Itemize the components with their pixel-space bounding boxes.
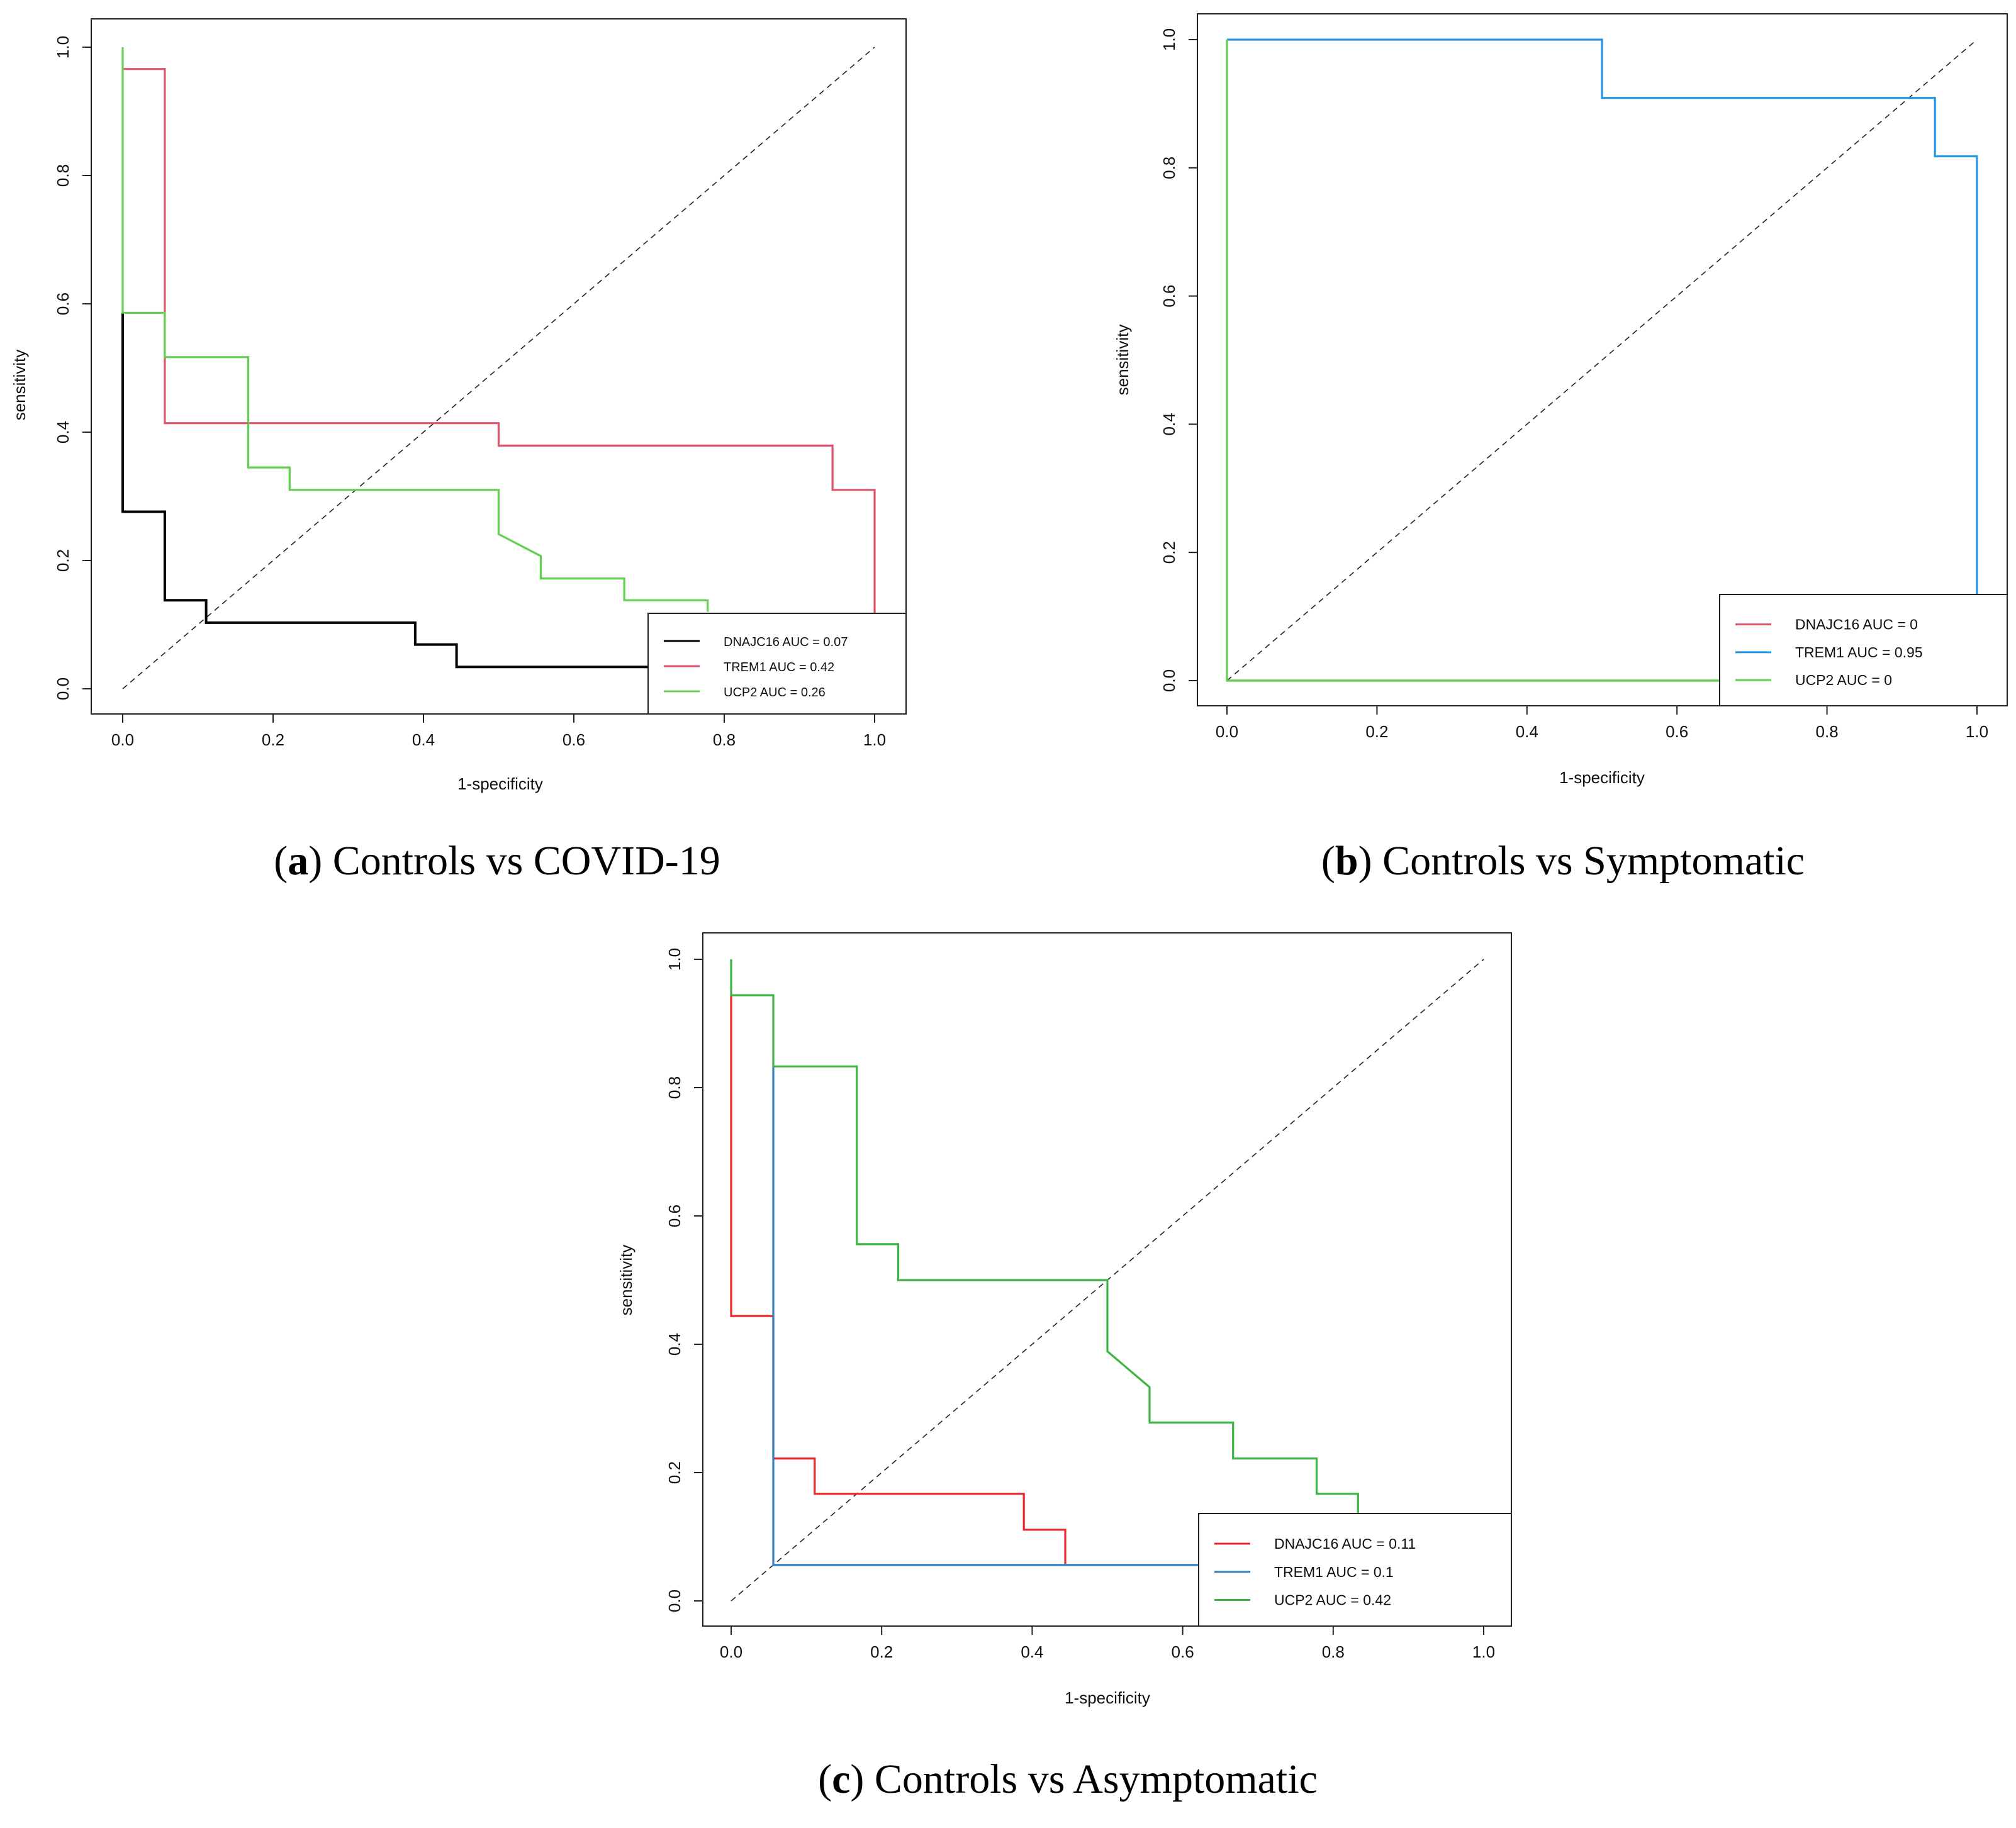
roc-curve-ucp2 — [121, 47, 709, 612]
x-axis: 0.0 0.2 0.4 0.6 0.8 1.0 — [720, 1625, 1495, 1661]
caption-label: c — [832, 1756, 850, 1802]
y-tick-label: 0.4 — [53, 421, 72, 443]
legend-label-ucp2: UCP2 AUC = 0 — [1795, 672, 1892, 688]
chart-panel-c: 0.0 0.2 0.4 0.6 0.8 1.0 0.0 0.2 0.4 0.6 0.8 1.0 1-sp… — [617, 932, 1512, 1802]
x-tick-label: 0.8 — [1322, 1642, 1345, 1661]
y-tick-label: 0.8 — [665, 1076, 684, 1099]
x-tick-label: 0.4 — [1021, 1642, 1043, 1661]
legend-box — [1198, 1513, 1512, 1627]
subfigure-caption: (b) Controls vs Symptomatic — [1321, 838, 1805, 884]
roc-curve-ucp2 — [730, 959, 1359, 1518]
y-tick-label: 0.0 — [1160, 669, 1179, 692]
roc-curve-dnajc16 — [730, 995, 1067, 1565]
x-tick-label: 0.8 — [713, 730, 736, 749]
y-tick-label: 0.6 — [1160, 285, 1179, 308]
y-tick-label: 0.8 — [53, 164, 72, 187]
y-tick-label: 0.2 — [1160, 541, 1179, 564]
y-axis-title: sensitivity — [617, 1245, 636, 1316]
x-tick-label: 1.0 — [863, 730, 886, 749]
chart-panel-b: 0.0 0.2 0.4 0.6 0.8 1.0 0.0 0.2 0.4 0.6 0.8 1.0 1-sp… — [1113, 13, 2008, 884]
legend-label-dnajc16: DNAJC16 AUC = 0.07 — [724, 635, 848, 649]
x-tick-label: 0.4 — [1516, 722, 1538, 741]
plot-frame — [91, 18, 907, 715]
legend: DNAJC16 AUC = 0.07 TREM1 AUC = 0.42 UCP2 A… — [647, 613, 907, 715]
y-tick-label: 0.6 — [665, 1205, 684, 1227]
reference-diagonal — [1226, 39, 1978, 681]
legend-label-trem1: TREM1 AUC = 0.42 — [724, 660, 834, 674]
x-tick-label: 0.2 — [262, 730, 284, 749]
x-tick-label: 0.2 — [1365, 722, 1388, 741]
y-tick-label: 0.4 — [665, 1333, 684, 1356]
y-tick-label: 0.0 — [53, 677, 72, 700]
caption-open-paren: ( — [1321, 838, 1335, 884]
legend-label-ucp2: UCP2 AUC = 0.26 — [724, 686, 826, 699]
y-tick-label: 1.0 — [53, 36, 72, 59]
x-tick-label: 0.8 — [1816, 722, 1839, 741]
caption-title: Controls vs Symptomatic — [1382, 838, 1805, 884]
y-tick-label: 1.0 — [665, 948, 684, 971]
subfigure-caption: (c) Controls vs Asymptomatic — [818, 1756, 1318, 1802]
legend-label-trem1: TREM1 AUC = 0.1 — [1274, 1564, 1394, 1580]
x-tick-label: 0.6 — [1172, 1642, 1194, 1661]
x-tick-label: 0.6 — [563, 730, 585, 749]
legend-label-trem1: TREM1 AUC = 0.95 — [1795, 644, 1923, 660]
x-tick-label: 1.0 — [1472, 1642, 1495, 1661]
y-axis-title: sensitivity — [1113, 325, 1132, 396]
y-tick-label: 0.2 — [53, 549, 72, 572]
x-tick-label: 0.4 — [412, 730, 435, 749]
caption-close-paren: ) — [1358, 838, 1382, 884]
roc-curve-trem1 — [772, 1066, 1206, 1566]
caption-label: a — [288, 838, 308, 884]
y-tick-label: 0.2 — [665, 1461, 684, 1484]
x-tick-label: 0.0 — [1216, 722, 1238, 741]
reference-diagonal — [122, 47, 875, 689]
legend-box — [1719, 594, 2008, 706]
x-axis: 0.0 0.2 0.4 0.6 0.8 1.0 — [1216, 705, 1988, 741]
legend-box — [647, 613, 907, 715]
caption-open-paren: ( — [274, 838, 288, 884]
y-axis-title: sensitivity — [10, 350, 29, 421]
caption-label: b — [1335, 838, 1358, 884]
caption-open-paren: ( — [818, 1756, 832, 1802]
chart-panel-a: 0.0 0.2 0.4 0.6 0.8 1.0 0.0 0.2 0.4 0.6 0.8 1.0 1-sp… — [10, 18, 907, 884]
x-axis: 0.0 0.2 0.4 0.6 0.8 1.0 — [111, 713, 886, 749]
caption-close-paren: ) — [308, 838, 332, 884]
roc-curve-trem1 — [123, 68, 876, 625]
x-tick-label: 0.0 — [720, 1642, 742, 1661]
x-tick-label: 0.0 — [111, 730, 134, 749]
x-tick-label: 0.2 — [870, 1642, 893, 1661]
y-tick-label: 1.0 — [1160, 28, 1179, 51]
y-tick-label: 0.0 — [665, 1590, 684, 1612]
caption-title: Controls vs COVID-19 — [333, 838, 720, 884]
legend-label-dnajc16: DNAJC16 AUC = 0.11 — [1274, 1535, 1416, 1552]
y-axis: 0.0 0.2 0.4 0.6 0.8 1.0 — [53, 36, 92, 700]
x-axis-title: 1-specificity — [1559, 768, 1645, 787]
caption-title: Controls vs Asymptomatic — [875, 1756, 1318, 1802]
roc-curve-ucp2 — [1226, 40, 1722, 682]
x-axis-title: 1-specificity — [457, 774, 543, 793]
roc-curve-trem1 — [1227, 38, 1978, 598]
y-tick-label: 0.4 — [1160, 413, 1179, 435]
legend: DNAJC16 AUC = 0 TREM1 AUC = 0.95 UCP2 AUC … — [1719, 594, 2008, 706]
legend-label-ucp2: UCP2 AUC = 0.42 — [1274, 1592, 1391, 1608]
x-axis-title: 1-specificity — [1065, 1688, 1150, 1707]
x-tick-label: 1.0 — [1966, 722, 1988, 741]
y-tick-label: 0.8 — [1160, 157, 1179, 179]
subfigure-caption: (a) Controls vs COVID-19 — [274, 838, 720, 884]
y-axis: 0.0 0.2 0.4 0.6 0.8 1.0 — [1160, 28, 1198, 692]
roc-curve-dnajc16 — [121, 313, 724, 669]
x-tick-label: 0.6 — [1666, 722, 1688, 741]
legend-label-dnajc16: DNAJC16 AUC = 0 — [1795, 616, 1918, 633]
legend: DNAJC16 AUC = 0.11 TREM1 AUC = 0.1 UCP2 AU… — [1198, 1513, 1512, 1627]
caption-close-paren: ) — [850, 1756, 874, 1802]
y-tick-label: 0.6 — [53, 293, 72, 315]
y-axis: 0.0 0.2 0.4 0.6 0.8 1.0 — [665, 948, 703, 1612]
